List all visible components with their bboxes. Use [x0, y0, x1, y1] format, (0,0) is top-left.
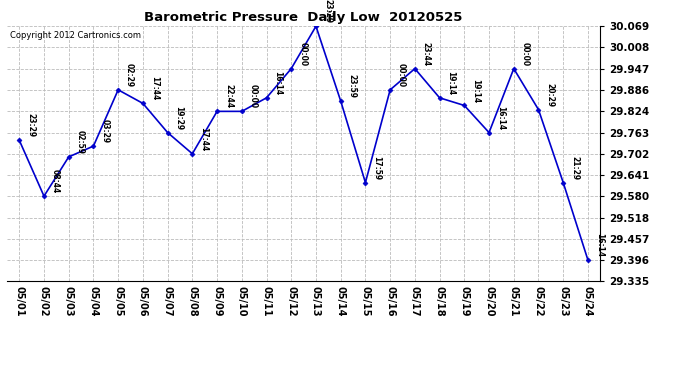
- Text: 08:44: 08:44: [51, 169, 60, 194]
- Text: 23:59: 23:59: [348, 74, 357, 98]
- Text: Copyright 2012 Cartronics.com: Copyright 2012 Cartronics.com: [10, 32, 141, 40]
- Text: 23:44: 23:44: [422, 42, 431, 66]
- Text: 20:29: 20:29: [545, 83, 555, 107]
- Text: 16:14: 16:14: [595, 233, 604, 257]
- Text: 21:29: 21:29: [570, 156, 579, 180]
- Text: 19:14: 19:14: [471, 78, 480, 103]
- Text: 00:00: 00:00: [397, 63, 406, 87]
- Text: 00:00: 00:00: [248, 84, 258, 109]
- Text: 17:44: 17:44: [199, 127, 208, 151]
- Text: 02:59: 02:59: [76, 130, 85, 154]
- Text: 23:29: 23:29: [26, 113, 35, 137]
- Text: 19:29: 19:29: [175, 106, 184, 130]
- Text: 17:59: 17:59: [373, 156, 382, 180]
- Text: 22:44: 22:44: [224, 84, 233, 109]
- Text: 03:29: 03:29: [100, 119, 110, 143]
- Text: 00:00: 00:00: [521, 42, 530, 66]
- Text: 19:14: 19:14: [446, 71, 455, 95]
- Text: 16:14: 16:14: [273, 71, 282, 95]
- Text: 16:14: 16:14: [496, 106, 505, 130]
- Text: 17:44: 17:44: [150, 76, 159, 101]
- Text: 23:29: 23:29: [323, 0, 332, 24]
- Text: 02:29: 02:29: [125, 63, 134, 87]
- Text: 00:00: 00:00: [298, 42, 307, 66]
- Title: Barometric Pressure  Daily Low  20120525: Barometric Pressure Daily Low 20120525: [144, 11, 463, 24]
